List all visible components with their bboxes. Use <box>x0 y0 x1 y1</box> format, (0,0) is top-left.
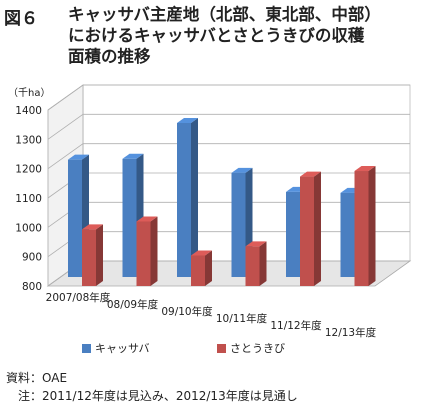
y-tick-label: 1300 <box>15 134 42 146</box>
title-line-3: 面積の推移 <box>68 47 151 66</box>
bar-cassava <box>286 191 300 277</box>
bar-sugarcane-side <box>368 166 376 286</box>
bar-sugarcane-top <box>300 171 321 177</box>
bar-cassava <box>231 172 246 277</box>
gridline <box>47 84 410 111</box>
source-note: 資料：OAE 注：2011/12年度は見込み、2012/13年度は見通し <box>6 369 298 405</box>
bar-sugarcane-top <box>82 224 103 230</box>
bar-sugarcane-side <box>205 250 212 286</box>
y-tick-label: 1100 <box>15 193 42 205</box>
y-tick-label: 1200 <box>15 164 42 176</box>
legend-label-cassava: キャッサバ <box>95 342 150 355</box>
bar-cassava-side <box>191 118 198 277</box>
note-line: 注：2011/12年度は見込み、2012/13年度は見通し <box>6 389 298 403</box>
y-tick-label: 1400 <box>15 105 42 117</box>
y-tick-label: 900 <box>22 252 42 264</box>
bar-cassava-top <box>122 153 144 159</box>
bar-sugarcane-top <box>191 250 212 256</box>
title-line-2: におけるキャッサバとさとうきびの収穫 <box>68 26 365 45</box>
bar-sugarcane-side <box>314 171 321 286</box>
legend-item-cassava: キャッサバ <box>82 340 150 356</box>
bar-sugarcane-top <box>136 216 158 222</box>
bar-sugarcane <box>300 176 314 286</box>
figure-label: 図６ <box>4 9 38 29</box>
legend-swatch-sugarcane <box>217 343 226 353</box>
x-tick-label: 09/10年度 <box>161 305 213 318</box>
legend-label-sugarcane: さとうきび <box>230 342 285 355</box>
bar-sugarcane-side <box>150 216 158 286</box>
y-tick-label: 1000 <box>15 222 42 234</box>
legend-item-sugarcane: さとうきび <box>217 340 285 356</box>
bar-sugarcane-side <box>259 241 267 286</box>
y-axis-unit: （千ha） <box>8 87 50 99</box>
bar-sugarcane-side <box>96 224 103 286</box>
y-tick-label: 800 <box>22 281 42 293</box>
source-line: 資料：OAE <box>6 371 68 385</box>
x-tick-label: 2007/08年度 <box>46 291 111 304</box>
title-line-1: キャッサバ主産地（北部、東北部、中部） <box>68 5 381 24</box>
bar-sugarcane <box>82 229 96 286</box>
x-tick-label: 11/12年度 <box>270 319 322 332</box>
bar-chart: （千ha） 800 900 1000 1100 1200 1300 1400 2007/08年度… <box>8 84 412 339</box>
bar-sugarcane <box>136 221 151 286</box>
chart-title: キャッサバ主産地（北部、東北部、中部） におけるキャッサバとさとうきびの収穫 面… <box>68 4 444 67</box>
x-tick-label: 08/09年度 <box>107 298 159 311</box>
bar-cassava <box>122 158 137 277</box>
bar-cassava <box>177 123 191 277</box>
bar-cassava-top <box>231 167 253 173</box>
x-tick-label: 10/11年度 <box>216 312 268 325</box>
bar-sugarcane <box>191 255 205 286</box>
bar-sugarcane-top <box>354 166 376 172</box>
bar-cassava-top <box>177 118 198 123</box>
gridline <box>47 113 410 140</box>
bar-cassava-top <box>68 154 89 160</box>
bar-cassava <box>68 159 82 277</box>
bar-sugarcane <box>354 171 369 286</box>
legend-swatch-cassava <box>82 343 91 353</box>
bar-cassava <box>340 192 355 277</box>
bar-sugarcane-top <box>245 241 267 247</box>
x-tick-label: 12/13年度 <box>325 326 377 339</box>
bar-sugarcane <box>245 246 260 286</box>
gridline <box>47 143 410 169</box>
